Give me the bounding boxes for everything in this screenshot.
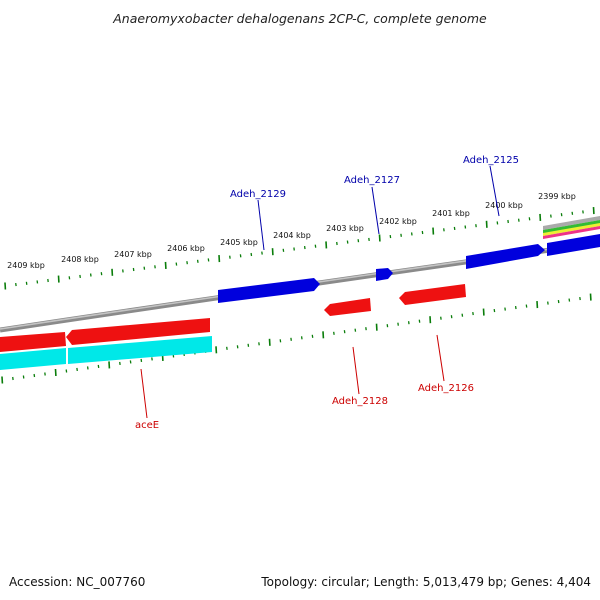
gene-adeh-2127[interactable] [376,268,393,281]
gene-adeh-2124[interactable] [547,234,600,256]
inner-tick-scale [1,293,592,384]
leader-adeh-2125 [489,165,500,217]
kbp-label-group: 2409 kbp 2408 kbp 2407 kbp 2406 kbp 2405 kbp… [7,192,576,270]
kbp-label: 2401 kbp [432,209,470,218]
gene-adeh-2128[interactable] [324,298,371,316]
gene-adeh-2129[interactable] [218,278,320,303]
kbp-label: 2402 kbp [379,217,417,226]
gene-left-edge[interactable] [0,332,66,352]
cyan-feature-left[interactable] [0,348,66,370]
label-adeh-2125[interactable]: Adeh_2125 [463,155,519,166]
kbp-label: 2405 kbp [220,238,258,247]
gene-acee[interactable] [66,318,210,345]
topology-summary-text: Topology: circular; Length: 5,013,479 bp… [260,575,591,589]
cyan-feature-right[interactable] [68,336,212,364]
outer-tick-scale [4,207,595,290]
gene-adeh-2126[interactable] [399,284,466,305]
leader-adeh-2129 [257,199,265,251]
label-leaders [140,165,500,419]
kbp-label: 2399 kbp [538,192,576,201]
gene-labels: Adeh_2129 Adeh_2127 Adeh_2125 Adeh_2128 … [135,155,519,431]
track-gray [543,216,600,230]
leader-adeh-2126 [436,334,445,382]
kbp-label: 2406 kbp [167,244,205,253]
leader-acee [140,368,148,419]
reverse-strand-genes [0,284,466,352]
label-adeh-2126[interactable]: Adeh_2126 [418,383,474,394]
forward-strand-genes [218,234,600,303]
label-adeh-2128[interactable]: Adeh_2128 [332,396,388,407]
map-title: Anaeromyxobacter dehalogenans 2CP-C, com… [112,11,487,26]
label-acee[interactable]: aceE [135,420,159,431]
kbp-label: 2400 kbp [485,201,523,210]
track-yellow [543,223,600,236]
gene-adeh-2125[interactable] [466,244,545,269]
label-adeh-2127[interactable]: Adeh_2127 [344,175,400,186]
kbp-label: 2403 kbp [326,224,364,233]
leader-adeh-2128 [352,346,360,395]
leader-adeh-2127 [371,186,380,235]
kbp-label: 2409 kbp [7,261,45,270]
kbp-label: 2407 kbp [114,250,152,259]
kbp-label: 2408 kbp [61,255,99,264]
accession-text: Accession: NC_007760 [9,575,145,589]
stacked-feature-tracks [543,216,600,239]
track-pink [543,226,600,239]
kbp-label: 2404 kbp [273,231,311,240]
label-adeh-2129[interactable]: Adeh_2129 [230,189,286,200]
cyan-feature-track [0,336,212,370]
